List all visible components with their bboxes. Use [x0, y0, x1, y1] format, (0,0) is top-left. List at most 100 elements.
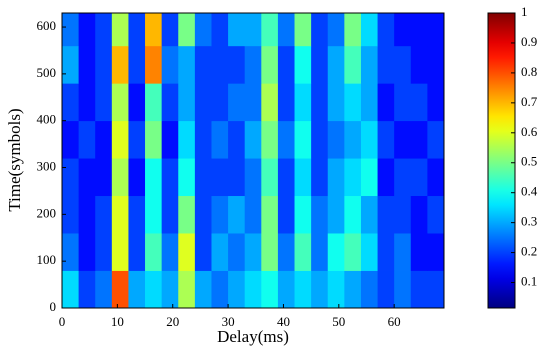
heatmap-cell: [145, 270, 163, 309]
heatmap-cell: [360, 270, 378, 309]
heatmap-cell: [394, 83, 412, 122]
heatmap-cell: [211, 120, 229, 159]
x-tick-label: 50: [332, 314, 345, 329]
heatmap-cell: [62, 233, 80, 271]
heatmap-cell: [111, 120, 129, 159]
heatmap-cell: [145, 13, 163, 47]
heatmap-cell: [277, 270, 295, 309]
heatmap-cell: [111, 45, 129, 84]
heatmap-cell: [261, 195, 279, 234]
heatmap-cell: [327, 195, 345, 234]
heatmap-cell: [427, 120, 445, 159]
heatmap-cell: [311, 158, 329, 197]
heatmap-cell: [194, 270, 212, 309]
heatmap-cell: [145, 83, 163, 122]
heatmap-cell: [327, 45, 345, 84]
heatmap-cell: [294, 233, 312, 271]
heatmap-cell: [194, 233, 212, 271]
heatmap-cell: [344, 270, 362, 309]
y-tick-label: 100: [37, 252, 57, 267]
plot-frame: [61, 12, 445, 309]
heatmap-cell: [111, 158, 129, 197]
heatmap-cell: [128, 13, 146, 47]
colorbar-tick-label: 0.8: [521, 64, 537, 79]
heatmap-cell: [360, 120, 378, 159]
heatmap-cell: [194, 120, 212, 159]
heatmap-cell: [228, 158, 246, 197]
heatmap-cell: [427, 158, 445, 197]
heatmap-cell: [261, 45, 279, 84]
x-tick-label: 40: [277, 314, 290, 329]
heatmap-cell: [344, 83, 362, 122]
heatmap-cell: [360, 195, 378, 234]
heatmap-cell: [244, 13, 262, 47]
heatmap-cell: [294, 120, 312, 159]
heatmap-cell: [62, 270, 80, 309]
heatmap-cell: [111, 13, 129, 47]
heatmap-cell: [95, 233, 113, 271]
colorbar-tick-label: 0.4: [521, 184, 538, 199]
heatmap-cell: [62, 195, 80, 234]
heatmap-cell: [244, 120, 262, 159]
heatmap-cell: [194, 13, 212, 47]
heatmap-cell: [145, 45, 163, 84]
heatmap-cell: [178, 270, 196, 309]
colorbar-tick-label: 0.6: [521, 124, 538, 139]
heatmap-cell: [294, 270, 312, 309]
heatmap-cell: [427, 233, 445, 271]
heatmap-cell: [277, 158, 295, 197]
heatmap-cell: [410, 158, 428, 197]
heatmap-cell: [62, 120, 80, 159]
heatmap-cell: [178, 45, 196, 84]
heatmap-cell: [311, 83, 329, 122]
heatmap-cell: [78, 120, 96, 159]
heatmap-cell: [394, 45, 412, 84]
heatmap-cell: [377, 120, 395, 159]
heatmap-cell: [377, 158, 395, 197]
heatmap-cell: [344, 120, 362, 159]
heatmap-cell: [194, 195, 212, 234]
heatmap-cell: [128, 83, 146, 122]
heatmap-cell: [294, 83, 312, 122]
heatmap-cell: [394, 120, 412, 159]
heatmap-cell: [228, 120, 246, 159]
heatmap-cell: [95, 13, 113, 47]
heatmap-cell: [327, 120, 345, 159]
heatmap-cell: [377, 270, 395, 309]
heatmap-cell: [277, 13, 295, 47]
colorbar-tick-label: 0.5: [521, 154, 537, 169]
heatmap-cell: [294, 13, 312, 47]
y-tick-label: 500: [37, 65, 57, 80]
heatmap-cell: [145, 233, 163, 271]
heatmap-cell: [111, 233, 129, 271]
heatmap-cell: [78, 45, 96, 84]
heatmap-cell: [410, 195, 428, 234]
heatmap-cell: [294, 45, 312, 84]
heatmap-cell: [178, 195, 196, 234]
heatmap-cell: [178, 120, 196, 159]
heatmap-cell: [228, 270, 246, 309]
heatmap-cell: [327, 83, 345, 122]
heatmap-cell: [161, 158, 179, 197]
heatmap-cell: [95, 270, 113, 309]
heatmap-cell: [228, 233, 246, 271]
heatmap-cell: [178, 158, 196, 197]
y-tick-label: 300: [37, 159, 57, 174]
heatmap-cell: [161, 270, 179, 309]
heatmap-cell: [161, 120, 179, 159]
y-axis-title: Time(symbols): [5, 108, 24, 211]
heatmap-cell: [178, 13, 196, 47]
heatmap-cell: [394, 158, 412, 197]
heatmap-cell: [78, 233, 96, 271]
heatmap-cell: [394, 233, 412, 271]
y-tick-label: 400: [37, 112, 57, 127]
heatmap-cell: [261, 158, 279, 197]
heatmap-cell: [145, 158, 163, 197]
heatmap-cell: [78, 13, 96, 47]
heatmap-cell: [145, 195, 163, 234]
y-tick-label: 600: [37, 18, 57, 33]
x-tick-label: 10: [111, 314, 124, 329]
heatmap-cell: [360, 83, 378, 122]
